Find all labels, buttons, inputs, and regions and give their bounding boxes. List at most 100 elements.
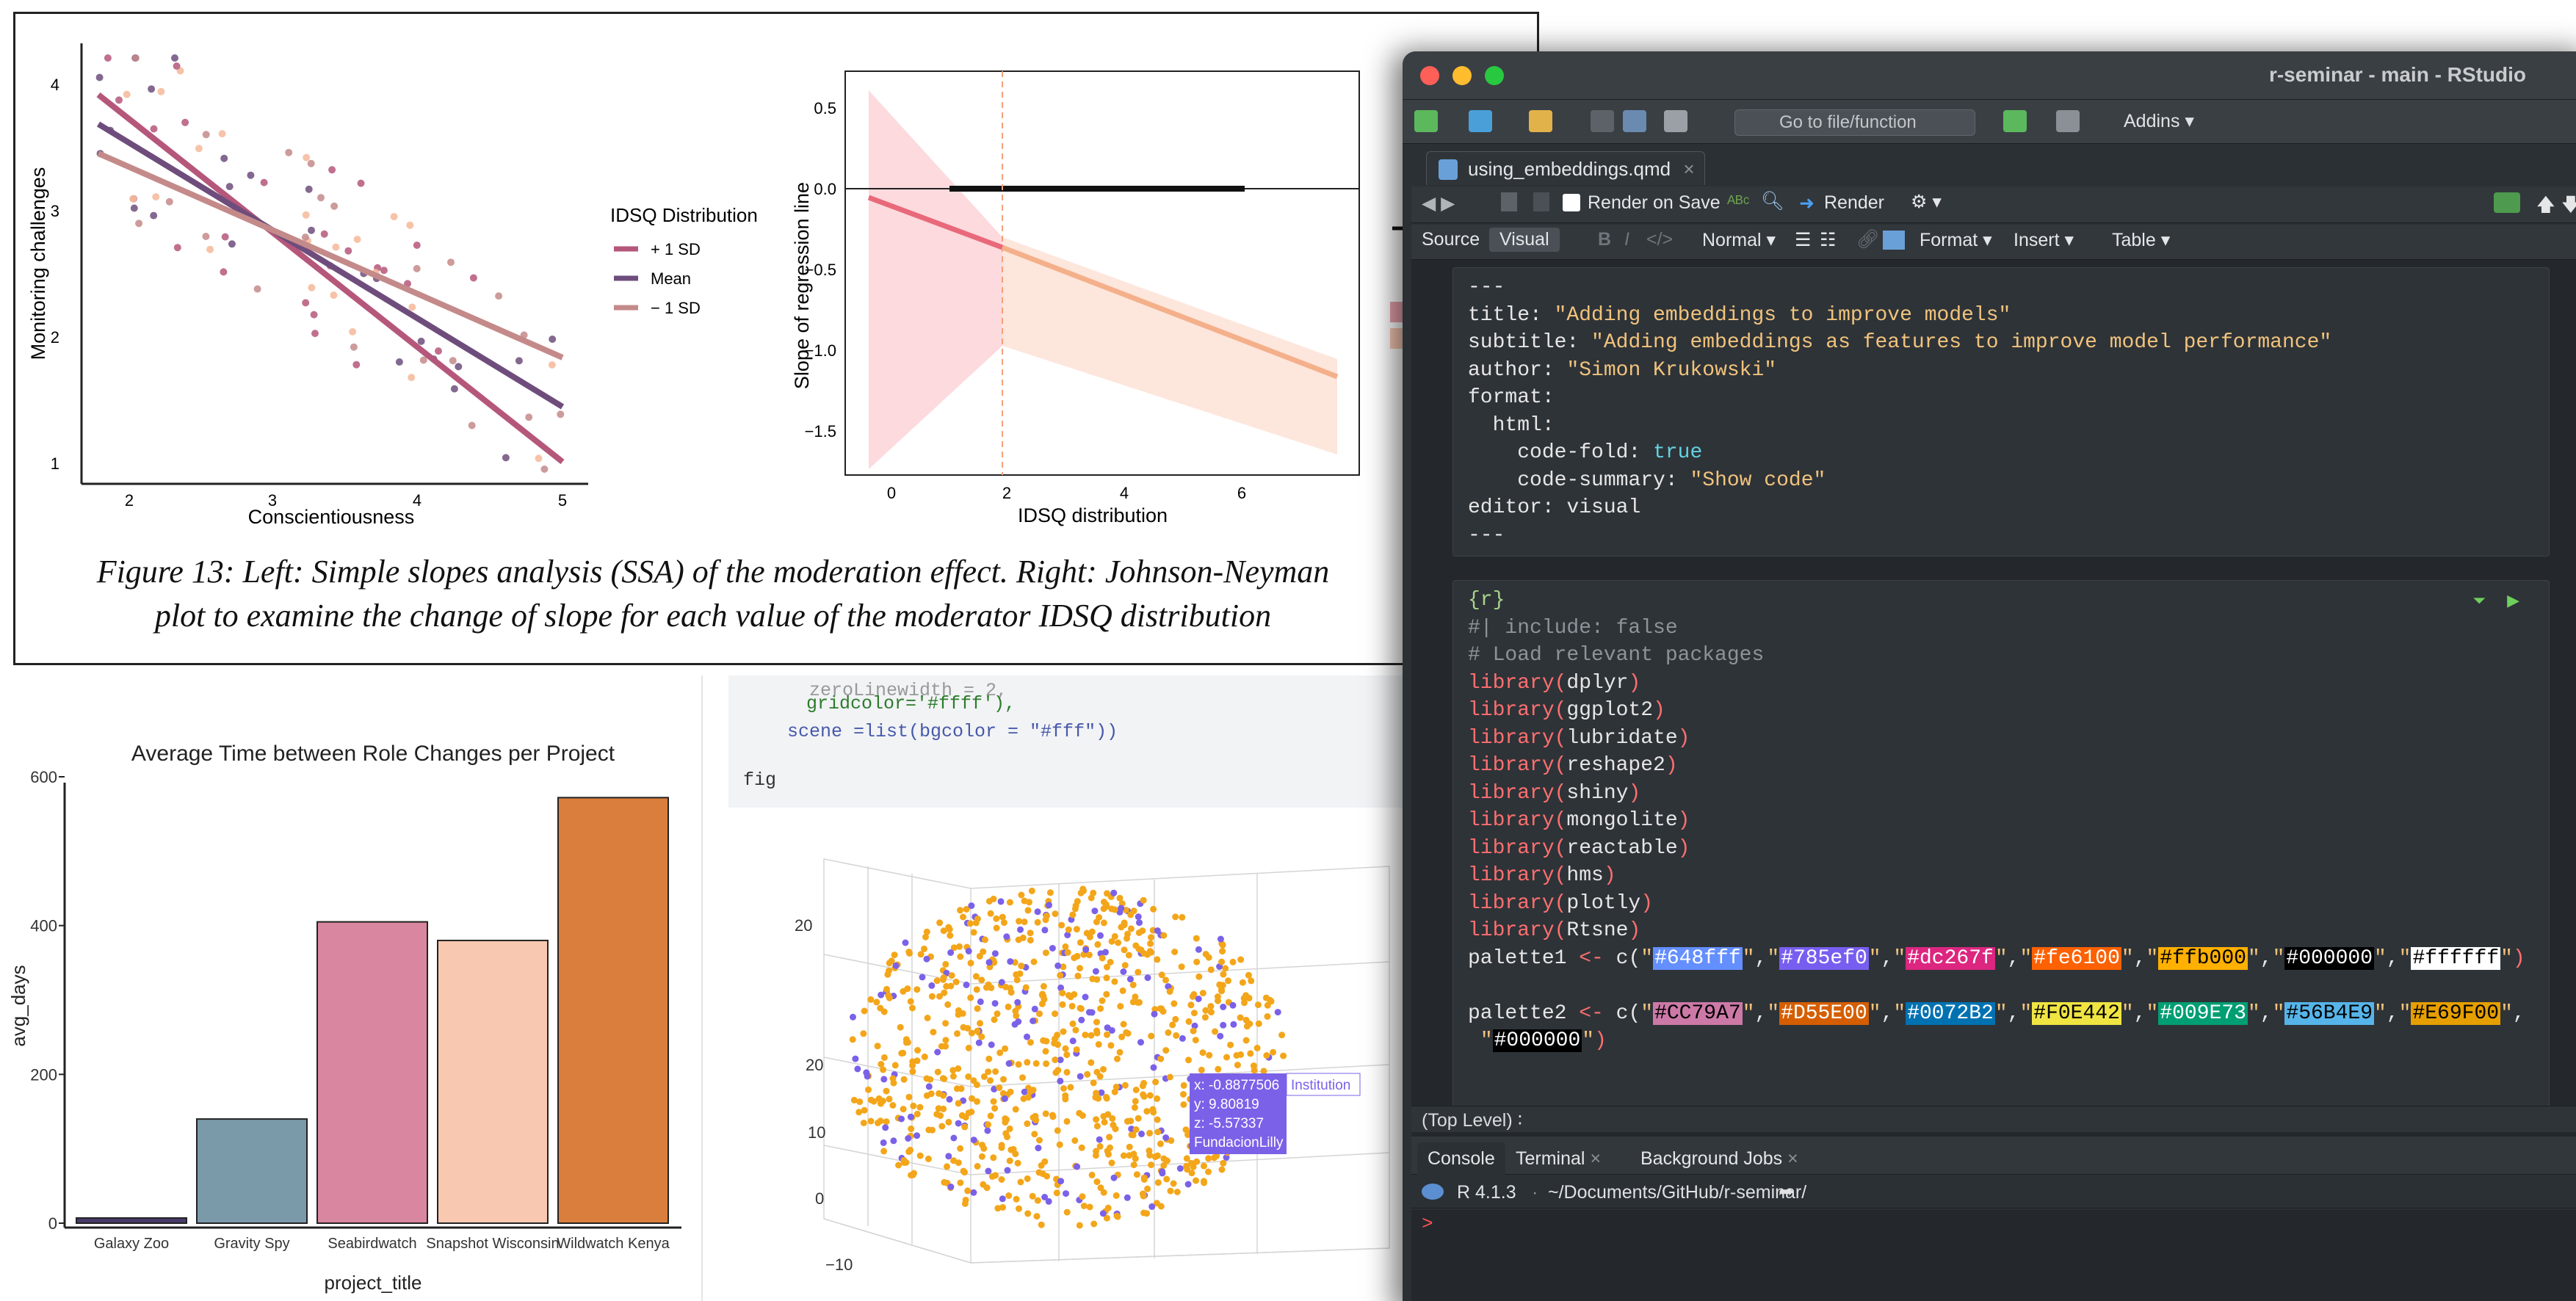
visual-mode-button[interactable]: Visual <box>1489 228 1560 252</box>
library-name: shiny <box>1566 781 1629 805</box>
bold-icon[interactable]: B <box>1598 229 1612 250</box>
library-call: library( <box>1468 671 1567 695</box>
jn-xtick-0: 0 <box>887 484 896 502</box>
italic-icon[interactable]: I <box>1624 229 1629 250</box>
console-tab[interactable]: Console <box>1417 1142 1505 1175</box>
close-window-button[interactable] <box>1420 66 1439 85</box>
go-to-directory-icon[interactable]: ➦ <box>1779 1181 1794 1202</box>
jn-xlabel: IDSQ distribution <box>1018 504 1168 526</box>
scope-navigator[interactable]: (Top Level) ∶ <box>1411 1106 2576 1132</box>
editor-tab-bar: using_embeddings.qmd × <box>1411 148 2576 185</box>
table-menu[interactable]: Table ▾ <box>2112 230 2171 250</box>
document-tab[interactable]: using_embeddings.qmd × <box>1426 151 1705 185</box>
bar-ytick-label: 0 <box>48 1214 57 1233</box>
save-all-icon[interactable] <box>1623 110 1646 132</box>
new-project-icon[interactable] <box>1469 110 1492 132</box>
main-toolbar: Go to file/function Addins ▾ <box>1403 100 2576 144</box>
print-icon[interactable] <box>1664 110 1687 132</box>
jn-ytick-2: −0.5 <box>805 261 836 279</box>
library-name: ggplot2 <box>1566 699 1654 722</box>
legend-minus-1sd: − 1 SD <box>651 299 701 317</box>
tick-10: 10 <box>808 1123 825 1142</box>
point-cloud <box>849 885 1287 1229</box>
library-name: plotly <box>1566 891 1641 915</box>
console-output[interactable]: > <box>1411 1210 2576 1301</box>
render-button[interactable]: Render <box>1824 192 1884 213</box>
spellcheck-icon[interactable]: ᴬᴮᶜ <box>1727 192 1750 213</box>
close-background-jobs-tab-icon[interactable]: × <box>1787 1148 1798 1169</box>
library-name: mongolite <box>1566 809 1678 832</box>
figure-caption: Figure 13: Left: Simple slopes analysis … <box>15 550 1411 638</box>
ssa-ylabel: Monitoring challenges <box>27 167 49 360</box>
figure-13-plots: 1 2 3 4 2 3 4 5 Conscientiousness Monito… <box>27 43 1419 528</box>
code-icon[interactable]: </> <box>1646 229 1674 250</box>
library-call: library( <box>1468 809 1567 832</box>
insert-chunk-icon[interactable] <box>2494 192 2520 213</box>
save-icon[interactable] <box>1591 110 1614 132</box>
working-directory: ~/Documents/GitHub/r-seminar/ <box>1548 1182 1807 1203</box>
paragraph-style-select[interactable]: Normal ▾ <box>1702 230 1776 250</box>
jn-xtick-2: 2 <box>1002 484 1011 502</box>
bar-gravity-spy <box>196 1118 308 1225</box>
editor-pane[interactable]: --- title: "Adding embeddings to improve… <box>1411 260 2576 1156</box>
terminal-tab[interactable]: Terminal × <box>1505 1142 1611 1175</box>
format-menu-label: Format <box>1920 230 1978 250</box>
code-line-gridcolor: gridcolor='#ffff'), <box>806 693 1016 714</box>
run-chunk-icon[interactable]: ▶ <box>2507 591 2519 609</box>
chunk-header: {r} <box>1468 589 1505 612</box>
source-mode-button[interactable]: Source <box>1422 229 1480 250</box>
close-tab-icon[interactable]: × <box>1683 158 1695 180</box>
render-arrow-icon[interactable]: ➜ <box>1799 193 1815 214</box>
window-title: r-seminar - main - RStudio <box>2268 63 2526 86</box>
addins-menu[interactable]: Addins ▾ <box>2124 111 2194 131</box>
library-name: reactable <box>1566 836 1678 860</box>
numbered-list-icon[interactable]: ☷ <box>1820 230 1837 250</box>
library-call: library( <box>1468 781 1567 805</box>
ssa-scatter-points <box>95 54 565 473</box>
close-terminal-tab-icon[interactable]: × <box>1590 1148 1602 1169</box>
figure-13-panel: 1 2 3 4 2 3 4 5 Conscientiousness Monito… <box>13 12 1539 665</box>
jn-xtick-4: 4 <box>1120 484 1129 502</box>
johnson-neyman-plot: 0.5 0.0 −0.5 −1.0 −1.5 0 2 4 6 IDSQ dist… <box>791 70 1360 526</box>
color-swatch: #0072B2 <box>1906 1001 1995 1025</box>
image-icon[interactable] <box>1883 231 1905 250</box>
render-on-save-checkbox[interactable] <box>1563 194 1580 211</box>
color-swatch: #ffb000 <box>2158 946 2248 970</box>
settings-gear-icon[interactable]: ⚙ ▾ <box>1911 192 1942 212</box>
go-to-file-input[interactable]: Go to file/function <box>1734 109 1975 136</box>
visual-editor-bar: Source Visual B I </> Normal ▾ ☰ ☷ 🔗︎ Fo… <box>1411 225 2576 260</box>
go-up-icon[interactable]: 🡅 <box>2536 195 2555 215</box>
color-swatch: #F0E442 <box>2032 1001 2121 1025</box>
insert-menu[interactable]: Insert ▾ <box>2014 230 2074 250</box>
background-jobs-tab[interactable]: Background Jobs × <box>1630 1142 1809 1175</box>
version-control-icon[interactable] <box>2003 110 2027 132</box>
bullet-list-icon[interactable]: ☰ <box>1795 230 1812 250</box>
library-name: Rtsne <box>1566 919 1629 942</box>
go-down-icon[interactable]: 🡇 <box>2561 195 2576 215</box>
library-call: library( <box>1468 891 1567 915</box>
yaml-title-value: "Adding embeddings to improve models" <box>1554 303 2011 327</box>
paragraph-style-value: Normal <box>1702 230 1762 250</box>
back-arrow-icon[interactable]: ◀ ▶ <box>1422 193 1455 214</box>
maximize-window-button[interactable] <box>1485 66 1504 85</box>
bar-wildwatch-kenya <box>557 797 669 1224</box>
link-icon[interactable]: 🔗︎ <box>1856 229 1880 250</box>
r-code-chunk[interactable]: ▶ ⏷ {r} #| include: false # Load relevan… <box>1452 580 2550 1128</box>
minimize-window-button[interactable] <box>1452 66 1472 85</box>
console-prompt: > <box>1422 1213 1433 1235</box>
save-file-icon[interactable] <box>1533 192 1549 211</box>
new-file-icon[interactable] <box>1414 110 1438 132</box>
rstudio-window: r-seminar - main - RStudio Go to file/fu… <box>1403 51 2576 1301</box>
open-file-icon[interactable] <box>1529 110 1552 132</box>
hover-tooltip: x: -0.8877506 y: 9.80819 z: -5.57337 Fun… <box>1190 1073 1361 1154</box>
format-menu[interactable]: Format ▾ <box>1920 230 1992 250</box>
ssa-xtick-5: 5 <box>558 491 567 510</box>
workspace-panes-icon[interactable] <box>2056 110 2080 132</box>
bar-chart-panel: Average Time between Role Changes per Pr… <box>0 675 705 1301</box>
run-previous-chunks-icon[interactable]: ⏷ <box>2472 591 2486 609</box>
show-in-window-icon[interactable] <box>1501 192 1517 211</box>
3d-scatter-plot[interactable]: 20 20 10 0 −10 x: -0.8877506 y: 9.80819 … <box>728 837 1411 1301</box>
color-swatch: #000000 <box>1492 1029 1582 1052</box>
search-icon[interactable]: 🔍︎ <box>1761 191 1784 211</box>
yaml-header-chunk[interactable]: --- title: "Adding embeddings to improve… <box>1452 267 2550 557</box>
